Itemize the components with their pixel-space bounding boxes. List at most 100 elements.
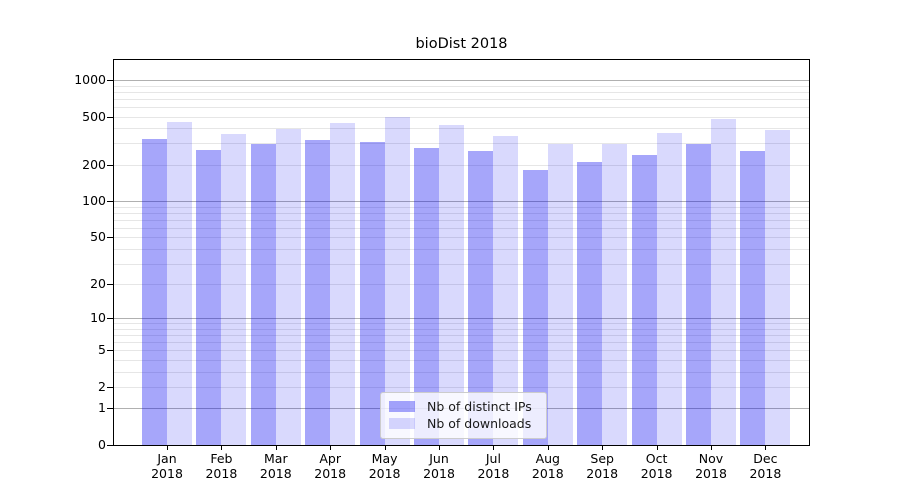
- x-tick-label-jan: Jan 2018: [139, 451, 195, 481]
- x-tick-month: Jan: [157, 451, 177, 466]
- x-tick-mark: [656, 446, 658, 450]
- bar-sep-downloads: [602, 143, 628, 445]
- major-gridline: [114, 201, 809, 203]
- bar-feb-downloads: [221, 133, 247, 445]
- x-tick-label-aug: Aug 2018: [520, 451, 576, 481]
- y-tick-mark: [107, 164, 113, 166]
- major-gridline: [114, 80, 809, 81]
- minor-gridline: [114, 328, 809, 330]
- bar-apr-downloads: [330, 122, 356, 445]
- minor-gridline: [114, 212, 809, 214]
- x-tick-month: Sep: [590, 451, 614, 466]
- y-tick-mark: [107, 201, 113, 203]
- y-tick-label: 2: [98, 378, 106, 394]
- y-tick-mark: [107, 445, 113, 446]
- minor-gridline: [114, 219, 809, 221]
- y-tick-label: 0: [98, 437, 106, 452]
- legend-items: Nb of distinct IPs Nb of downloads: [389, 398, 538, 432]
- bar-dec-downloads: [765, 129, 791, 445]
- minor-gridline: [114, 350, 809, 352]
- x-tick-label-feb: Feb 2018: [193, 451, 249, 481]
- plot-area: [113, 59, 810, 446]
- y-tick-label: 1000: [74, 72, 106, 87]
- minor-gridline: [114, 248, 809, 250]
- minor-gridline: [114, 106, 809, 108]
- minor-gridline: [114, 237, 809, 239]
- x-tick-year: 2018: [749, 466, 782, 481]
- bar-jun-downloads: [439, 125, 464, 445]
- legend-label-0: Nb of distinct IPs: [427, 399, 532, 414]
- minor-gridline: [114, 371, 809, 373]
- x-tick-mark: [221, 446, 223, 450]
- major-gridline: [114, 318, 809, 320]
- x-tick-mark: [602, 446, 604, 450]
- chart-title: bioDist 2018: [415, 36, 508, 52]
- x-tick-year: 2018: [151, 466, 183, 481]
- minor-gridline: [114, 335, 809, 337]
- legend-label-1: Nb of downloads: [427, 416, 532, 431]
- bar-aug-downloads: [547, 143, 573, 445]
- x-tick-mark: [711, 446, 712, 450]
- minor-gridline: [114, 359, 809, 361]
- y-tick-label: 10: [90, 310, 106, 326]
- x-tick-label-oct: Oct 2018: [629, 451, 685, 481]
- bar-oct-downloads: [656, 133, 682, 445]
- x-tick-mark: [384, 446, 386, 450]
- bar-jan-ips: [142, 139, 167, 445]
- legend-row-1: Nb of downloads: [389, 415, 538, 432]
- x-tick-label-nov: Nov 2018: [683, 451, 739, 481]
- y-tick-label: 200: [82, 156, 106, 172]
- x-tick-month: May: [371, 451, 398, 466]
- minor-gridline: [114, 164, 809, 166]
- y-tick-mark: [107, 237, 113, 239]
- x-tick-label-dec: Dec 2018: [737, 451, 793, 481]
- x-tick-mark: [330, 446, 332, 450]
- y-tick-mark: [107, 386, 113, 388]
- x-tick-mark: [439, 446, 440, 450]
- x-tick-year: 2018: [531, 466, 564, 481]
- x-tick-year: 2018: [368, 466, 401, 481]
- minor-gridline: [114, 116, 809, 118]
- x-tick-year: 2018: [314, 466, 347, 481]
- x-tick-label-apr: Apr 2018: [302, 451, 358, 481]
- bar-dec-ips: [740, 151, 766, 445]
- x-tick-month: Mar: [264, 451, 288, 466]
- y-tick-mark: [107, 284, 113, 286]
- minor-gridline: [114, 284, 809, 286]
- minor-gridline: [114, 263, 809, 265]
- y-tick-mark: [107, 80, 113, 81]
- x-tick-year: 2018: [640, 466, 673, 481]
- minor-gridline: [114, 85, 809, 87]
- x-tick-month: Oct: [645, 451, 668, 466]
- bar-oct-ips: [631, 155, 657, 445]
- x-tick-month: Jun: [429, 451, 449, 466]
- minor-gridline: [114, 128, 809, 130]
- x-tick-label-sep: Sep 2018: [574, 451, 630, 481]
- minor-gridline: [114, 227, 809, 229]
- minor-gridline: [114, 143, 809, 145]
- legend-swatch-1: [389, 418, 415, 429]
- legend-row-0: Nb of distinct IPs: [389, 398, 538, 415]
- bar-feb-ips: [196, 150, 222, 445]
- bar-nov-downloads: [711, 119, 736, 445]
- x-tick-year: 2018: [205, 466, 238, 481]
- x-tick-mark: [275, 446, 277, 450]
- minor-gridline: [114, 91, 809, 93]
- y-tick-label: 20: [90, 276, 106, 292]
- x-tick-label-jul: Jul 2018: [465, 451, 521, 481]
- bar-jan-downloads: [167, 122, 192, 445]
- y-tick-mark: [107, 116, 113, 118]
- bar-mar-ips: [250, 144, 276, 445]
- x-tick-year: 2018: [477, 466, 510, 481]
- minor-gridline: [114, 206, 809, 208]
- y-tick-label: 50: [90, 229, 106, 245]
- x-tick-label-jun: Jun 2018: [411, 451, 467, 481]
- x-tick-month: Aug: [535, 451, 560, 466]
- x-tick-month: Dec: [753, 451, 778, 466]
- bar-mar-downloads: [275, 129, 301, 445]
- x-tick-month: Apr: [319, 451, 341, 466]
- bar-may-downloads: [384, 116, 410, 445]
- y-tick-mark: [107, 408, 113, 410]
- minor-gridline: [114, 342, 809, 344]
